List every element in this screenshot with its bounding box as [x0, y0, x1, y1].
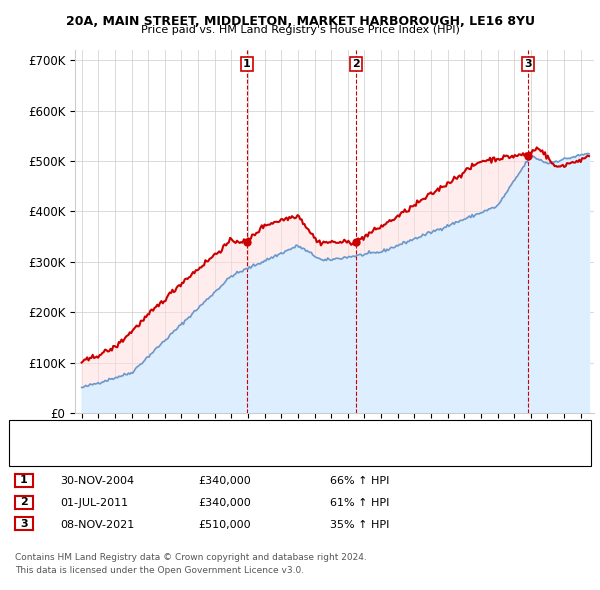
Text: 3: 3 — [524, 59, 532, 69]
Text: £510,000: £510,000 — [198, 520, 251, 529]
Text: 30-NOV-2004: 30-NOV-2004 — [60, 476, 134, 486]
Text: 1: 1 — [20, 476, 28, 485]
Text: 66% ↑ HPI: 66% ↑ HPI — [330, 476, 389, 486]
Text: Contains HM Land Registry data © Crown copyright and database right 2024.: Contains HM Land Registry data © Crown c… — [15, 553, 367, 562]
Text: 1: 1 — [243, 59, 250, 69]
Text: 61% ↑ HPI: 61% ↑ HPI — [330, 498, 389, 507]
Text: This data is licensed under the Open Government Licence v3.0.: This data is licensed under the Open Gov… — [15, 566, 304, 575]
Text: £340,000: £340,000 — [198, 498, 251, 507]
Text: 01-JUL-2011: 01-JUL-2011 — [60, 498, 128, 507]
Text: 3: 3 — [20, 519, 28, 529]
Text: HPI: Average price, detached house, North Northamptonshire: HPI: Average price, detached house, Nort… — [51, 450, 352, 460]
Text: 20A, MAIN STREET, MIDDLETON, MARKET HARBOROUGH, LE16 8YU (detached house): 20A, MAIN STREET, MIDDLETON, MARKET HARB… — [51, 430, 470, 440]
Text: 35% ↑ HPI: 35% ↑ HPI — [330, 520, 389, 529]
Text: 2: 2 — [20, 497, 28, 507]
Text: Price paid vs. HM Land Registry's House Price Index (HPI): Price paid vs. HM Land Registry's House … — [140, 25, 460, 35]
Text: £340,000: £340,000 — [198, 476, 251, 486]
Text: 08-NOV-2021: 08-NOV-2021 — [60, 520, 134, 529]
Text: 20A, MAIN STREET, MIDDLETON, MARKET HARBOROUGH, LE16 8YU: 20A, MAIN STREET, MIDDLETON, MARKET HARB… — [65, 15, 535, 28]
Text: 2: 2 — [352, 59, 360, 69]
